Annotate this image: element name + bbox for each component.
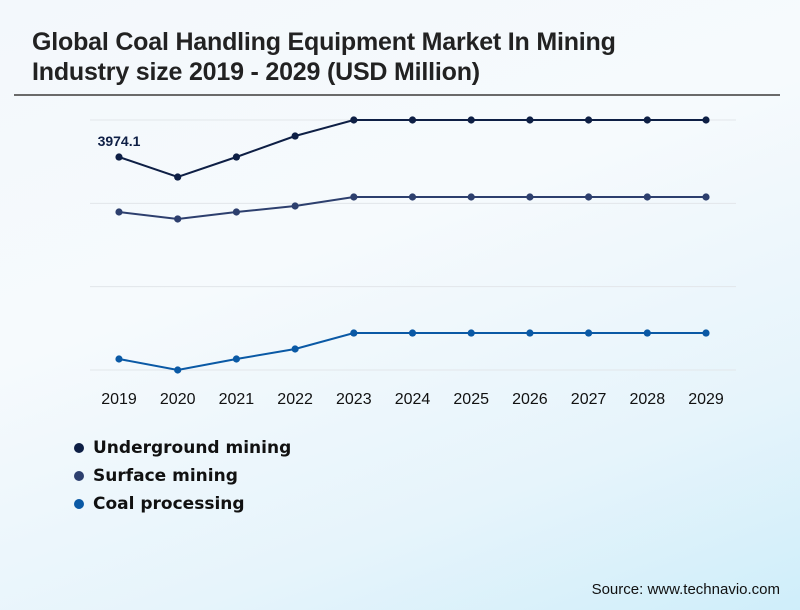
x-tick-label: 2021: [219, 391, 255, 408]
data-point-surface-mining: [643, 193, 651, 201]
data-point-underground-mining: [526, 116, 534, 124]
data-point-underground-mining: [350, 116, 358, 124]
x-tick-label: 2022: [277, 391, 313, 408]
legend: Underground mining Surface mining Coal p…: [74, 434, 291, 518]
data-point-underground-mining: [232, 153, 240, 161]
x-tick-label: 2023: [336, 391, 372, 408]
legend-label: Surface mining: [93, 466, 238, 486]
legend-item-underground-mining: Underground mining: [74, 434, 291, 462]
data-point-underground-mining: [702, 116, 710, 124]
data-point-surface-mining: [467, 193, 475, 201]
data-point-coal-processing: [408, 329, 417, 337]
data-point-coal-processing: [291, 345, 299, 353]
data-label: 3974.1: [98, 133, 141, 149]
data-point-coal-processing: [174, 366, 182, 374]
data-point-coal-processing: [702, 329, 710, 337]
data-point-coal-processing: [232, 355, 240, 363]
data-point-surface-mining: [702, 193, 710, 201]
data-point-coal-processing: [467, 329, 475, 337]
legend-item-surface-mining: Surface mining: [74, 462, 291, 490]
data-point-surface-mining: [232, 208, 240, 216]
legend-marker-icon: [74, 443, 84, 453]
data-point-underground-mining: [467, 116, 475, 124]
legend-label: Coal processing: [93, 494, 245, 514]
x-tick-label: 2019: [101, 391, 137, 408]
data-point-surface-mining: [585, 193, 593, 201]
data-point-underground-mining: [291, 132, 299, 140]
x-tick-label: 2027: [571, 391, 607, 408]
legend-marker-icon: [74, 499, 84, 509]
data-point-surface-mining: [291, 202, 299, 210]
legend-label: Underground mining: [93, 438, 292, 458]
x-tick-label: 2029: [688, 391, 724, 408]
data-point-coal-processing: [643, 329, 651, 337]
data-point-underground-mining: [585, 116, 593, 124]
title-divider: [14, 94, 780, 96]
data-point-surface-mining: [350, 193, 358, 201]
legend-marker-icon: [74, 471, 84, 481]
x-tick-label: 2025: [453, 391, 489, 408]
x-tick-label: 2026: [512, 391, 548, 408]
data-point-underground-mining: [643, 116, 651, 124]
series-line-underground-mining: [118, 119, 706, 179]
data-point-surface-mining: [526, 193, 534, 201]
data-labels: 3974.1: [98, 133, 141, 149]
data-point-underground-mining: [408, 116, 417, 124]
data-point-coal-processing: [350, 329, 358, 337]
data-point-coal-processing: [115, 355, 123, 363]
data-point-surface-mining: [408, 193, 417, 201]
data-point-underground-mining: [115, 153, 123, 161]
data-point-coal-processing: [585, 329, 593, 337]
chart-title: Global Coal Handling Equipment Market In…: [32, 28, 616, 86]
data-point-underground-mining: [174, 173, 182, 181]
data-point-coal-processing: [526, 329, 534, 337]
series-points: [115, 116, 710, 374]
source-credit: Source: www.technavio.com: [591, 581, 780, 598]
data-point-surface-mining: [115, 208, 123, 216]
x-axis-tick-labels: 2019 2020 2021 2022 2023 2024 2025 2026 2027 2028…: [101, 391, 724, 408]
legend-item-coal-processing: Coal processing: [74, 490, 291, 518]
x-tick-label: 2028: [630, 391, 666, 408]
series-line-coal-processing: [118, 332, 706, 372]
x-tick-label: 2020: [160, 391, 196, 408]
data-point-surface-mining: [174, 215, 182, 223]
x-tick-label: 2024: [395, 391, 431, 408]
